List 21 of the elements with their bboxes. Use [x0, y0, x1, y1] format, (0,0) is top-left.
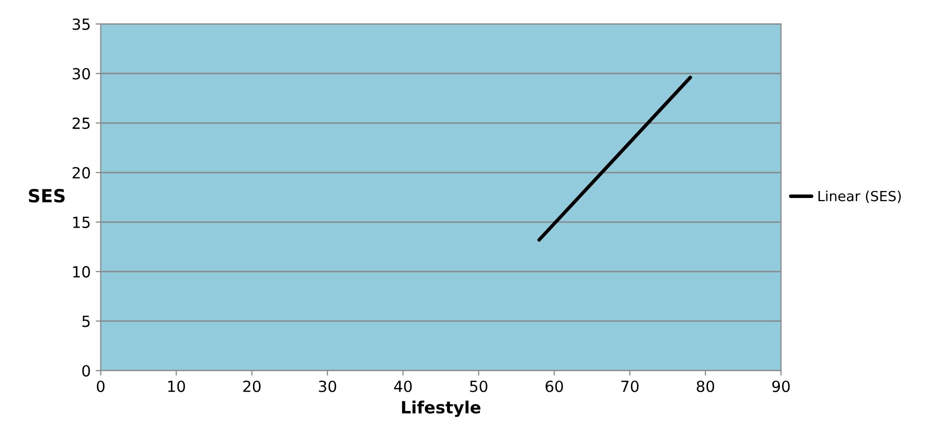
x-tick-label: 10: [168, 380, 185, 392]
y-tick-label: 20: [72, 166, 90, 179]
y-tick-label: 15: [73, 216, 90, 228]
x-axis-title: Lifestyle: [402, 400, 480, 417]
x-tick-label: 40: [394, 380, 412, 392]
x-tick-label: 20: [243, 380, 261, 392]
y-tick-label: 0: [82, 365, 90, 377]
y-tick-label: 30: [72, 68, 90, 80]
x-tick-label: 80: [696, 380, 714, 392]
x-tick-label: 30: [318, 380, 336, 392]
x-tick-label: 90: [772, 380, 790, 392]
x-tick-label: 50: [470, 380, 488, 392]
x-tick-label: 60: [546, 380, 563, 392]
y-axis-title: SES: [28, 188, 65, 203]
x-tick-label: 70: [621, 380, 639, 392]
y-tick-label: 10: [73, 266, 90, 278]
x-tick-label: 0: [96, 380, 105, 392]
y-tick-label: 25: [72, 117, 90, 130]
y-tick-label: 5: [82, 316, 90, 328]
legend-label: Linear (SES): [818, 190, 901, 203]
y-tick-label: 35: [72, 18, 90, 30]
